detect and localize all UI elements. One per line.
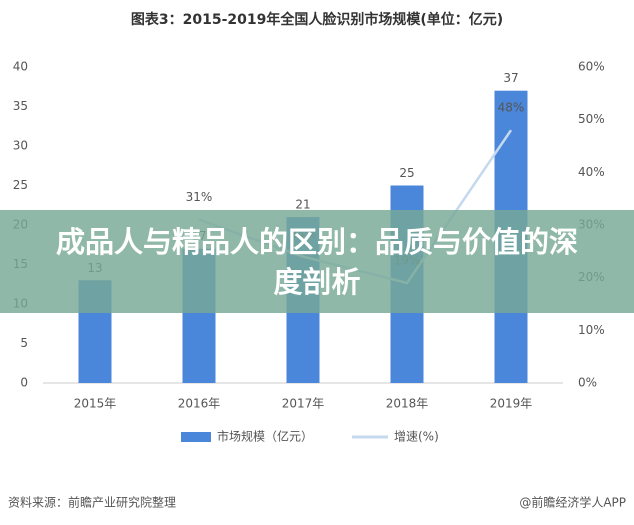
y-tick-label: 30 — [13, 139, 28, 153]
y2-tick-label: 0% — [578, 376, 597, 390]
overlay-title: 成品人与精品人的区别：品质与价值的深度剖析 — [55, 224, 578, 299]
y2-tick-label: 50% — [578, 112, 605, 126]
overlay-banner: 成品人与精品人的区别：品质与价值的深度剖析 — [0, 210, 634, 313]
source: 资料来源：前瞻产业研究院整理 — [8, 495, 176, 510]
x-tick-label: 2019年 — [490, 397, 533, 411]
bar-value-label: 37 — [503, 71, 518, 85]
legend-label: 增速(%) — [394, 430, 439, 444]
line-value-label: 31% — [186, 190, 213, 204]
y-tick-label: 25 — [13, 178, 28, 192]
brand: @前瞻经济学人APP — [519, 495, 626, 510]
x-tick-label: 2018年 — [386, 397, 429, 411]
y-tick-label: 35 — [13, 99, 28, 113]
x-tick-label: 2016年 — [178, 397, 221, 411]
y2-tick-label: 40% — [578, 165, 605, 179]
y-tick-label: 5 — [20, 336, 28, 350]
legend-swatch — [181, 432, 211, 442]
y-tick-label: 0 — [20, 376, 28, 390]
y2-tick-label: 10% — [578, 323, 605, 337]
y-tick-label: 40 — [13, 60, 28, 74]
bar-value-label: 21 — [295, 198, 310, 212]
legend-label: 市场规模（亿元） — [217, 429, 313, 444]
x-tick-label: 2017年 — [282, 397, 325, 411]
line-value-label: 48% — [498, 101, 525, 115]
x-tick-label: 2015年 — [74, 397, 117, 411]
y2-tick-label: 60% — [578, 60, 605, 74]
chart-title: 图表3：2015-2019年全国人脸识别市场规模(单位：亿元) — [131, 11, 503, 28]
bar-value-label: 25 — [399, 166, 414, 180]
